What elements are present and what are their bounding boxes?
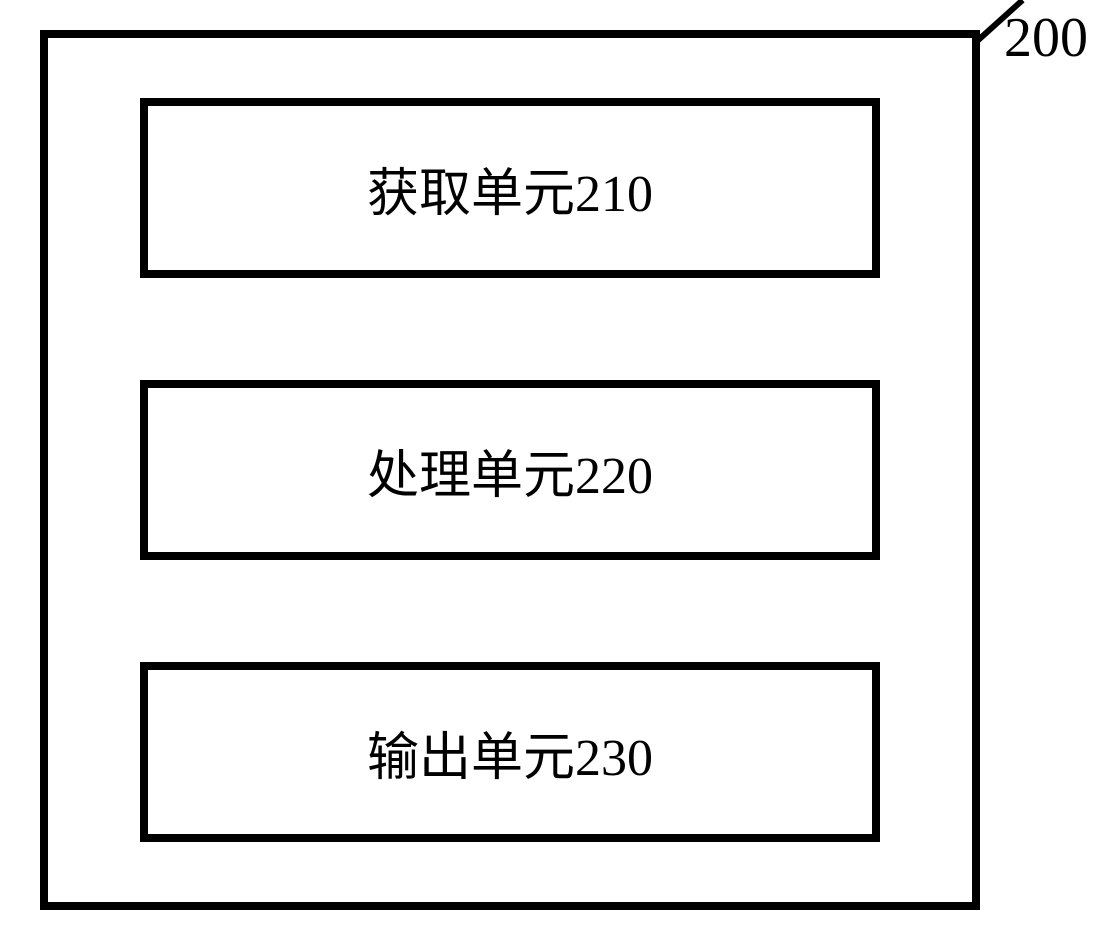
processing-unit-label: 处理单元220 [367, 433, 653, 508]
acquisition-unit-label: 获取单元210 [367, 151, 653, 226]
output-unit-label: 输出单元230 [367, 715, 653, 790]
acquisition-unit-box: 获取单元210 [140, 98, 880, 278]
output-unit-box: 输出单元230 [140, 662, 880, 842]
system-container-200: 获取单元210 处理单元220 输出单元230 [40, 30, 980, 910]
diagram-canvas: 获取单元210 处理单元220 输出单元230 200 [0, 0, 1112, 931]
system-reference-label: 200 [1004, 6, 1088, 70]
processing-unit-box: 处理单元220 [140, 380, 880, 560]
